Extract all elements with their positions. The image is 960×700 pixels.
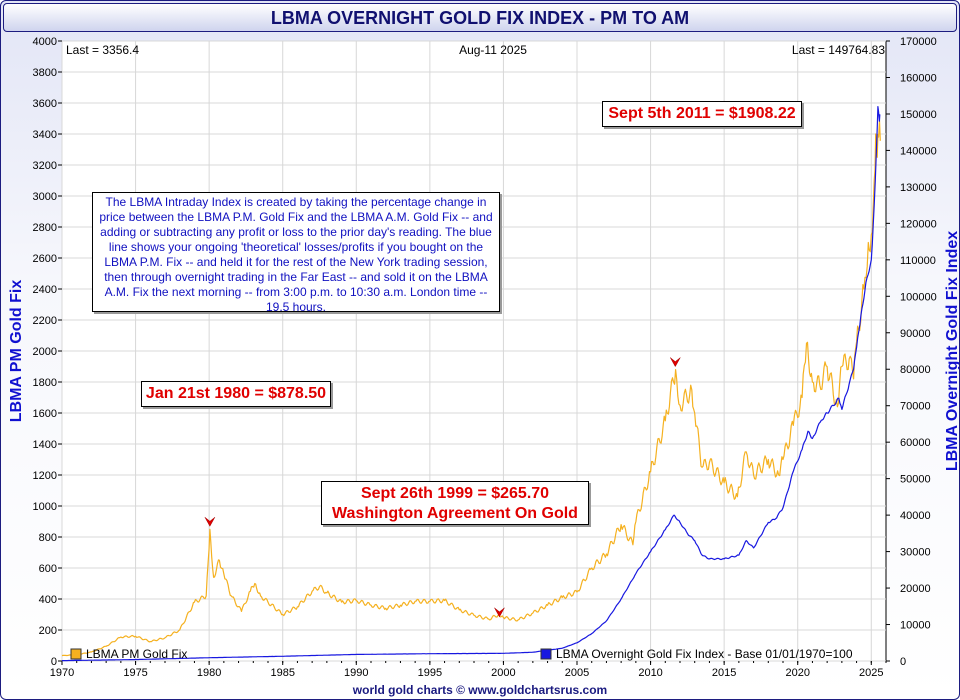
- chart-title: LBMA OVERNIGHT GOLD FIX INDEX - PM TO AM: [270, 8, 690, 28]
- y-right-tick-label: 30000: [900, 547, 931, 559]
- y-left-tick-label: 3000: [33, 191, 57, 203]
- y-right-axis-label: LBMA Overnight Gold Fix Index: [944, 231, 960, 471]
- x-tick-label: 2010: [638, 667, 662, 679]
- y-right-tick-label: 120000: [900, 218, 937, 230]
- annotation-jan-1980: Jan 21st 1980 = $878.50: [141, 381, 331, 407]
- y-right-tick-label: 10000: [900, 620, 931, 632]
- y-left-tick-label: 4000: [33, 36, 57, 48]
- x-tick-label: 2015: [712, 667, 736, 679]
- y-right-tick-label: 90000: [900, 328, 931, 340]
- x-tick-label: 2020: [785, 667, 809, 679]
- y-left-tick-label: 1600: [33, 408, 57, 420]
- x-tick-label: 1990: [344, 667, 368, 679]
- y-right-tick-label: 80000: [900, 364, 931, 376]
- y-right-tick-label: 70000: [900, 401, 931, 413]
- last-left-label: Last = 3356.4: [66, 43, 139, 57]
- y-left-tick-label: 2200: [33, 315, 57, 327]
- y-left-tick-label: 400: [39, 594, 57, 606]
- y-left-tick-label: 600: [39, 563, 57, 575]
- x-tick-label: 1970: [50, 667, 74, 679]
- y-left-tick-label: 2400: [33, 284, 57, 296]
- y-right-tick-label: 140000: [900, 145, 937, 157]
- peak-marker: [670, 357, 681, 368]
- annotation-sept-1999-line2: Washington Agreement On Gold: [332, 505, 578, 522]
- legend-swatch-gold: [70, 648, 82, 660]
- y-right-tick-label: 20000: [900, 583, 931, 595]
- y-left-tick-label: 3200: [33, 160, 57, 172]
- last-right-label: Last = 149764.83: [792, 43, 885, 57]
- y-right-tick-label: 100000: [900, 291, 937, 303]
- axis-ticks: 0 200 400 600 800 1000 1200 1400 1600 1800 2000 220…: [33, 36, 937, 679]
- y-right-tick-label: 0: [900, 656, 906, 668]
- annotation-sept-2011: Sept 5th 2011 = $1908.22: [602, 101, 802, 127]
- title-bar: LBMA OVERNIGHT GOLD FIX INDEX - PM TO AM: [3, 3, 957, 32]
- footer-credit: world gold charts © www.goldchartsrus.co…: [352, 683, 608, 697]
- series-line-gold-fix: [61, 120, 881, 657]
- y-left-tick-label: 1000: [33, 501, 57, 513]
- y-left-tick-label: 1400: [33, 439, 57, 451]
- date-label: Aug-11 2025: [459, 43, 527, 57]
- x-tick-label: 2005: [565, 667, 589, 679]
- gridlines: [61, 40, 886, 662]
- y-left-axis-label: LBMA PM Gold Fix: [8, 280, 25, 423]
- y-left-tick-label: 0: [51, 656, 57, 668]
- legend-swatch-index: [540, 648, 552, 660]
- info-box: The LBMA Intraday Index is created by ta…: [92, 192, 500, 314]
- y-right-tick-label: 40000: [900, 510, 931, 522]
- x-tick-label: 1975: [123, 667, 147, 679]
- y-left-tick-label: 3800: [33, 67, 57, 79]
- y-right-tick-label: 160000: [900, 72, 937, 84]
- y-right-tick-label: 150000: [900, 109, 937, 121]
- series-line-overnight-index: [62, 106, 881, 662]
- x-tick-label: 1980: [197, 667, 221, 679]
- y-right-tick-label: 110000: [900, 255, 936, 267]
- legend-label-index: LBMA Overnight Gold Fix Index - Base 01/…: [556, 647, 853, 661]
- y-left-tick-label: 2000: [33, 346, 57, 358]
- annotation-sept-1999: Sept 26th 1999 = $265.70 Washington Agre…: [321, 481, 589, 525]
- y-right-tick-label: 60000: [900, 437, 931, 449]
- y-left-tick-label: 200: [39, 625, 57, 637]
- annotation-sept-1999-line1: Sept 26th 1999 = $265.70: [360, 485, 550, 502]
- y-left-tick-label: 1200: [33, 470, 57, 482]
- x-tick-label: 1985: [270, 667, 294, 679]
- x-tick-label: 2025: [859, 667, 883, 679]
- y-left-tick-label: 3400: [33, 129, 57, 141]
- y-left-tick-label: 3600: [33, 98, 57, 110]
- y-right-tick-label: 130000: [900, 182, 937, 194]
- x-tick-label: 1995: [418, 667, 442, 679]
- legend-label-gold: LBMA PM Gold Fix: [86, 647, 187, 661]
- marker-group: [204, 357, 681, 618]
- peak-marker: [494, 607, 505, 618]
- y-left-tick-label: 2800: [33, 222, 57, 234]
- x-tick-label: 2000: [491, 667, 515, 679]
- y-right-tick-label: 50000: [900, 474, 931, 486]
- y-left-tick-label: 800: [39, 532, 57, 544]
- y-left-tick-label: 1800: [33, 377, 57, 389]
- peak-marker: [204, 517, 216, 527]
- y-right-tick-label: 170000: [900, 36, 937, 48]
- y-left-tick-label: 2600: [33, 253, 57, 265]
- series-group: [61, 106, 881, 662]
